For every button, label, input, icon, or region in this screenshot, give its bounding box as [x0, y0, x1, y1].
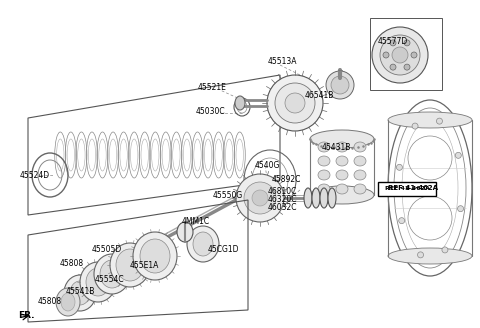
Ellipse shape [235, 96, 245, 110]
Ellipse shape [390, 40, 396, 46]
Ellipse shape [392, 47, 408, 63]
Ellipse shape [110, 243, 150, 287]
Text: 4540G: 4540G [255, 160, 280, 170]
Ellipse shape [336, 170, 348, 180]
Text: REF 41-462A: REF 41-462A [384, 187, 430, 192]
Text: 46032C: 46032C [268, 202, 298, 212]
Ellipse shape [64, 275, 96, 311]
Text: 45577D: 45577D [378, 37, 408, 47]
Text: 45CG1D: 45CG1D [208, 244, 240, 254]
Ellipse shape [285, 93, 305, 113]
Ellipse shape [86, 268, 110, 296]
Text: 46541B: 46541B [305, 91, 335, 99]
Ellipse shape [187, 226, 219, 262]
Ellipse shape [318, 184, 330, 194]
Ellipse shape [56, 288, 80, 316]
Text: 45808: 45808 [60, 259, 84, 269]
Ellipse shape [318, 156, 330, 166]
Text: 4MM1C: 4MM1C [182, 217, 210, 227]
Ellipse shape [396, 164, 402, 170]
Ellipse shape [336, 156, 348, 166]
Ellipse shape [412, 123, 418, 129]
Text: 45431B: 45431B [322, 144, 351, 153]
Text: 45541B: 45541B [66, 286, 96, 296]
Text: 455E1A: 455E1A [130, 261, 159, 271]
Ellipse shape [70, 281, 90, 305]
Ellipse shape [116, 249, 144, 281]
Ellipse shape [404, 40, 410, 46]
Ellipse shape [177, 222, 193, 242]
Ellipse shape [304, 188, 312, 208]
Ellipse shape [236, 174, 284, 222]
Ellipse shape [100, 260, 124, 288]
Ellipse shape [320, 188, 328, 208]
Ellipse shape [457, 206, 464, 212]
Ellipse shape [383, 52, 389, 58]
Ellipse shape [267, 75, 323, 131]
Bar [370, 18, 442, 90]
Ellipse shape [354, 142, 366, 152]
Ellipse shape [140, 239, 170, 273]
Ellipse shape [354, 156, 366, 166]
Text: 45550G: 45550G [213, 191, 243, 199]
Ellipse shape [380, 35, 420, 75]
Text: 45030C: 45030C [196, 108, 226, 116]
Ellipse shape [61, 293, 75, 311]
Ellipse shape [436, 118, 443, 124]
Ellipse shape [326, 71, 354, 99]
Ellipse shape [411, 52, 417, 58]
Ellipse shape [336, 142, 348, 152]
Ellipse shape [388, 248, 472, 264]
Text: 45513A: 45513A [268, 57, 298, 67]
Text: 45808: 45808 [38, 297, 62, 306]
Ellipse shape [418, 252, 423, 258]
Ellipse shape [331, 76, 349, 94]
Ellipse shape [80, 262, 116, 302]
Ellipse shape [252, 190, 268, 206]
Text: 45505D: 45505D [92, 244, 122, 254]
Text: REF 41-462A: REF 41-462A [388, 185, 438, 191]
Ellipse shape [336, 184, 348, 194]
Ellipse shape [456, 152, 461, 158]
Ellipse shape [354, 184, 366, 194]
Text: 45892C: 45892C [272, 175, 301, 184]
Text: 45524D: 45524D [20, 171, 50, 179]
Ellipse shape [372, 27, 428, 83]
Ellipse shape [193, 232, 213, 256]
Ellipse shape [388, 112, 472, 128]
Text: 45521E: 45521E [198, 84, 227, 92]
Text: FR.: FR. [18, 311, 35, 319]
Ellipse shape [442, 247, 448, 253]
Ellipse shape [310, 130, 374, 148]
Ellipse shape [404, 64, 410, 70]
Text: 46320C: 46320C [268, 195, 298, 203]
Ellipse shape [310, 186, 374, 204]
Ellipse shape [312, 188, 320, 208]
Ellipse shape [244, 182, 276, 214]
Bar [378, 182, 436, 196]
Ellipse shape [399, 218, 405, 224]
Ellipse shape [318, 170, 330, 180]
Ellipse shape [275, 83, 315, 123]
Ellipse shape [390, 64, 396, 70]
Ellipse shape [133, 232, 177, 280]
Text: 46810C: 46810C [268, 187, 298, 195]
Ellipse shape [94, 254, 130, 294]
Ellipse shape [354, 170, 366, 180]
Ellipse shape [318, 142, 330, 152]
Ellipse shape [328, 188, 336, 208]
Text: 45554C: 45554C [95, 276, 125, 284]
